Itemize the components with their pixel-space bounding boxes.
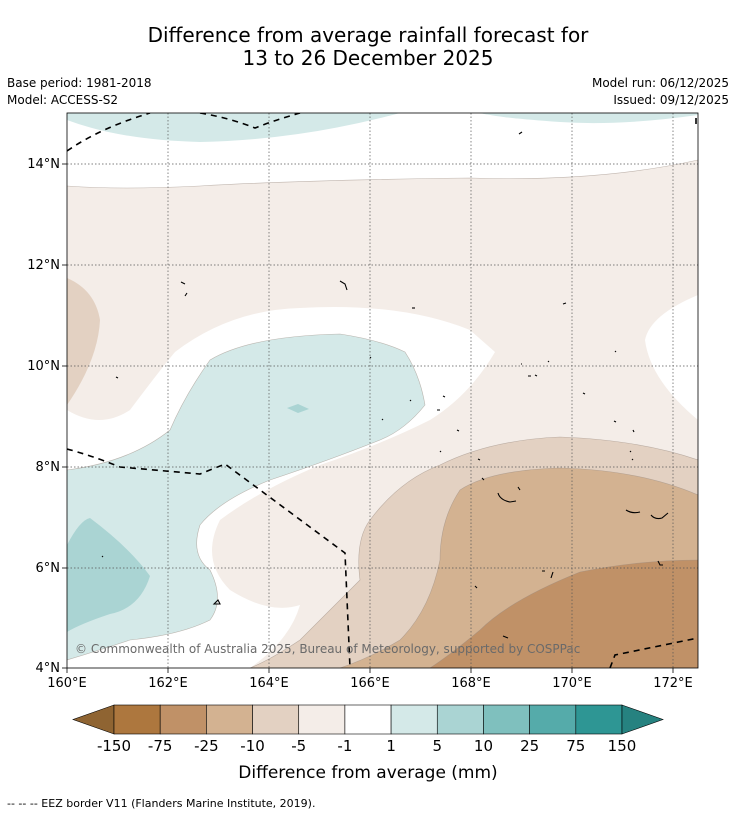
- lat-label-14n: 14°N: [27, 157, 60, 172]
- colorbar-segment: [344, 704, 392, 735]
- contour-wet-central: [67, 334, 425, 660]
- islands: [101, 131, 669, 639]
- colorbar-extend-low: [72, 704, 115, 735]
- base-period: Base period: 1981-2018: [7, 76, 152, 90]
- eez-legend-note: -- -- -- EEZ border V11 (Flanders Marine…: [7, 797, 315, 810]
- colorbar-segment: [529, 704, 577, 735]
- lat-label-8n: 8°N: [36, 460, 61, 475]
- map-frame: [66, 112, 699, 669]
- colorbar-segment: [252, 704, 300, 735]
- colorbar-segment: [206, 704, 253, 735]
- lon-label-166e: 166°E: [350, 676, 390, 691]
- lon-label-162e: 162°E: [148, 676, 188, 691]
- colorbar-tick-label: -1: [337, 737, 352, 755]
- colorbar-tick-label: 10: [474, 737, 493, 755]
- model-run-date: Model run: 06/12/2025: [591, 76, 729, 90]
- colorbar-segment: [113, 704, 161, 735]
- lon-label-172e: 172°E: [653, 676, 693, 691]
- colorbar-segment: [298, 704, 346, 735]
- colorbar-tick-label: -75: [148, 737, 173, 755]
- map-area: © Commonwealth of Australia 2025, Bureau…: [67, 113, 698, 668]
- colorbar-tick-label: -10: [240, 737, 265, 755]
- issued-date: Issued: 09/12/2025: [613, 93, 729, 107]
- gridlines: [67, 113, 698, 668]
- contour-wet-west: [67, 518, 150, 632]
- colorbar-tick-label: 150: [608, 737, 637, 755]
- colorbar-segment: [483, 704, 530, 735]
- lon-label-170e: 170°E: [552, 676, 592, 691]
- colorbar-tick-label: 75: [566, 737, 585, 755]
- eez-borders: [67, 113, 698, 668]
- contour-wet-north: [67, 113, 400, 142]
- colorbar-tick-label: 25: [520, 737, 539, 755]
- colorbar-segment: [436, 704, 484, 735]
- colorbar-extend-high: [621, 704, 664, 735]
- contour-wet-north-east: [480, 113, 698, 124]
- copyright-notice: © Commonwealth of Australia 2025, Bureau…: [75, 642, 580, 656]
- lat-label-12n: 12°N: [27, 258, 60, 273]
- model-name: Model: ACCESS-S2: [7, 93, 119, 107]
- lon-label-168e: 168°E: [451, 676, 491, 691]
- lon-label-164e: 164°E: [249, 676, 289, 691]
- title-line-1: Difference from average rainfall forecas…: [147, 23, 589, 47]
- colorbar-segment: [159, 704, 207, 735]
- colorbar-tick-label: -150: [97, 737, 131, 755]
- contour-dry-west: [67, 278, 100, 405]
- lat-label-10n: 10°N: [27, 359, 60, 374]
- contour-neutral-east: [645, 295, 698, 420]
- colorbar-segment: [390, 704, 438, 735]
- colorbar-tick-label: 1: [386, 737, 396, 755]
- lon-label-160e: 160°E: [47, 676, 87, 691]
- lat-label-4n: 4°N: [36, 661, 61, 676]
- title-line-2: 13 to 26 December 2025: [242, 46, 494, 70]
- colorbar-tick-label: -25: [194, 737, 219, 755]
- colorbar: -150 -75 -25 -10 -5 -1 1 5 10 25 75 150: [72, 704, 664, 755]
- colorbar-tick-label: -5: [291, 737, 306, 755]
- colorbar-segment: [575, 704, 623, 735]
- lat-label-6n: 6°N: [36, 561, 61, 576]
- colorbar-tick-label: 5: [432, 737, 442, 755]
- colorbar-label: Difference from average (mm): [238, 763, 497, 783]
- contour-dry-strong: [430, 560, 698, 668]
- contour-wet-small-patch: [287, 404, 309, 413]
